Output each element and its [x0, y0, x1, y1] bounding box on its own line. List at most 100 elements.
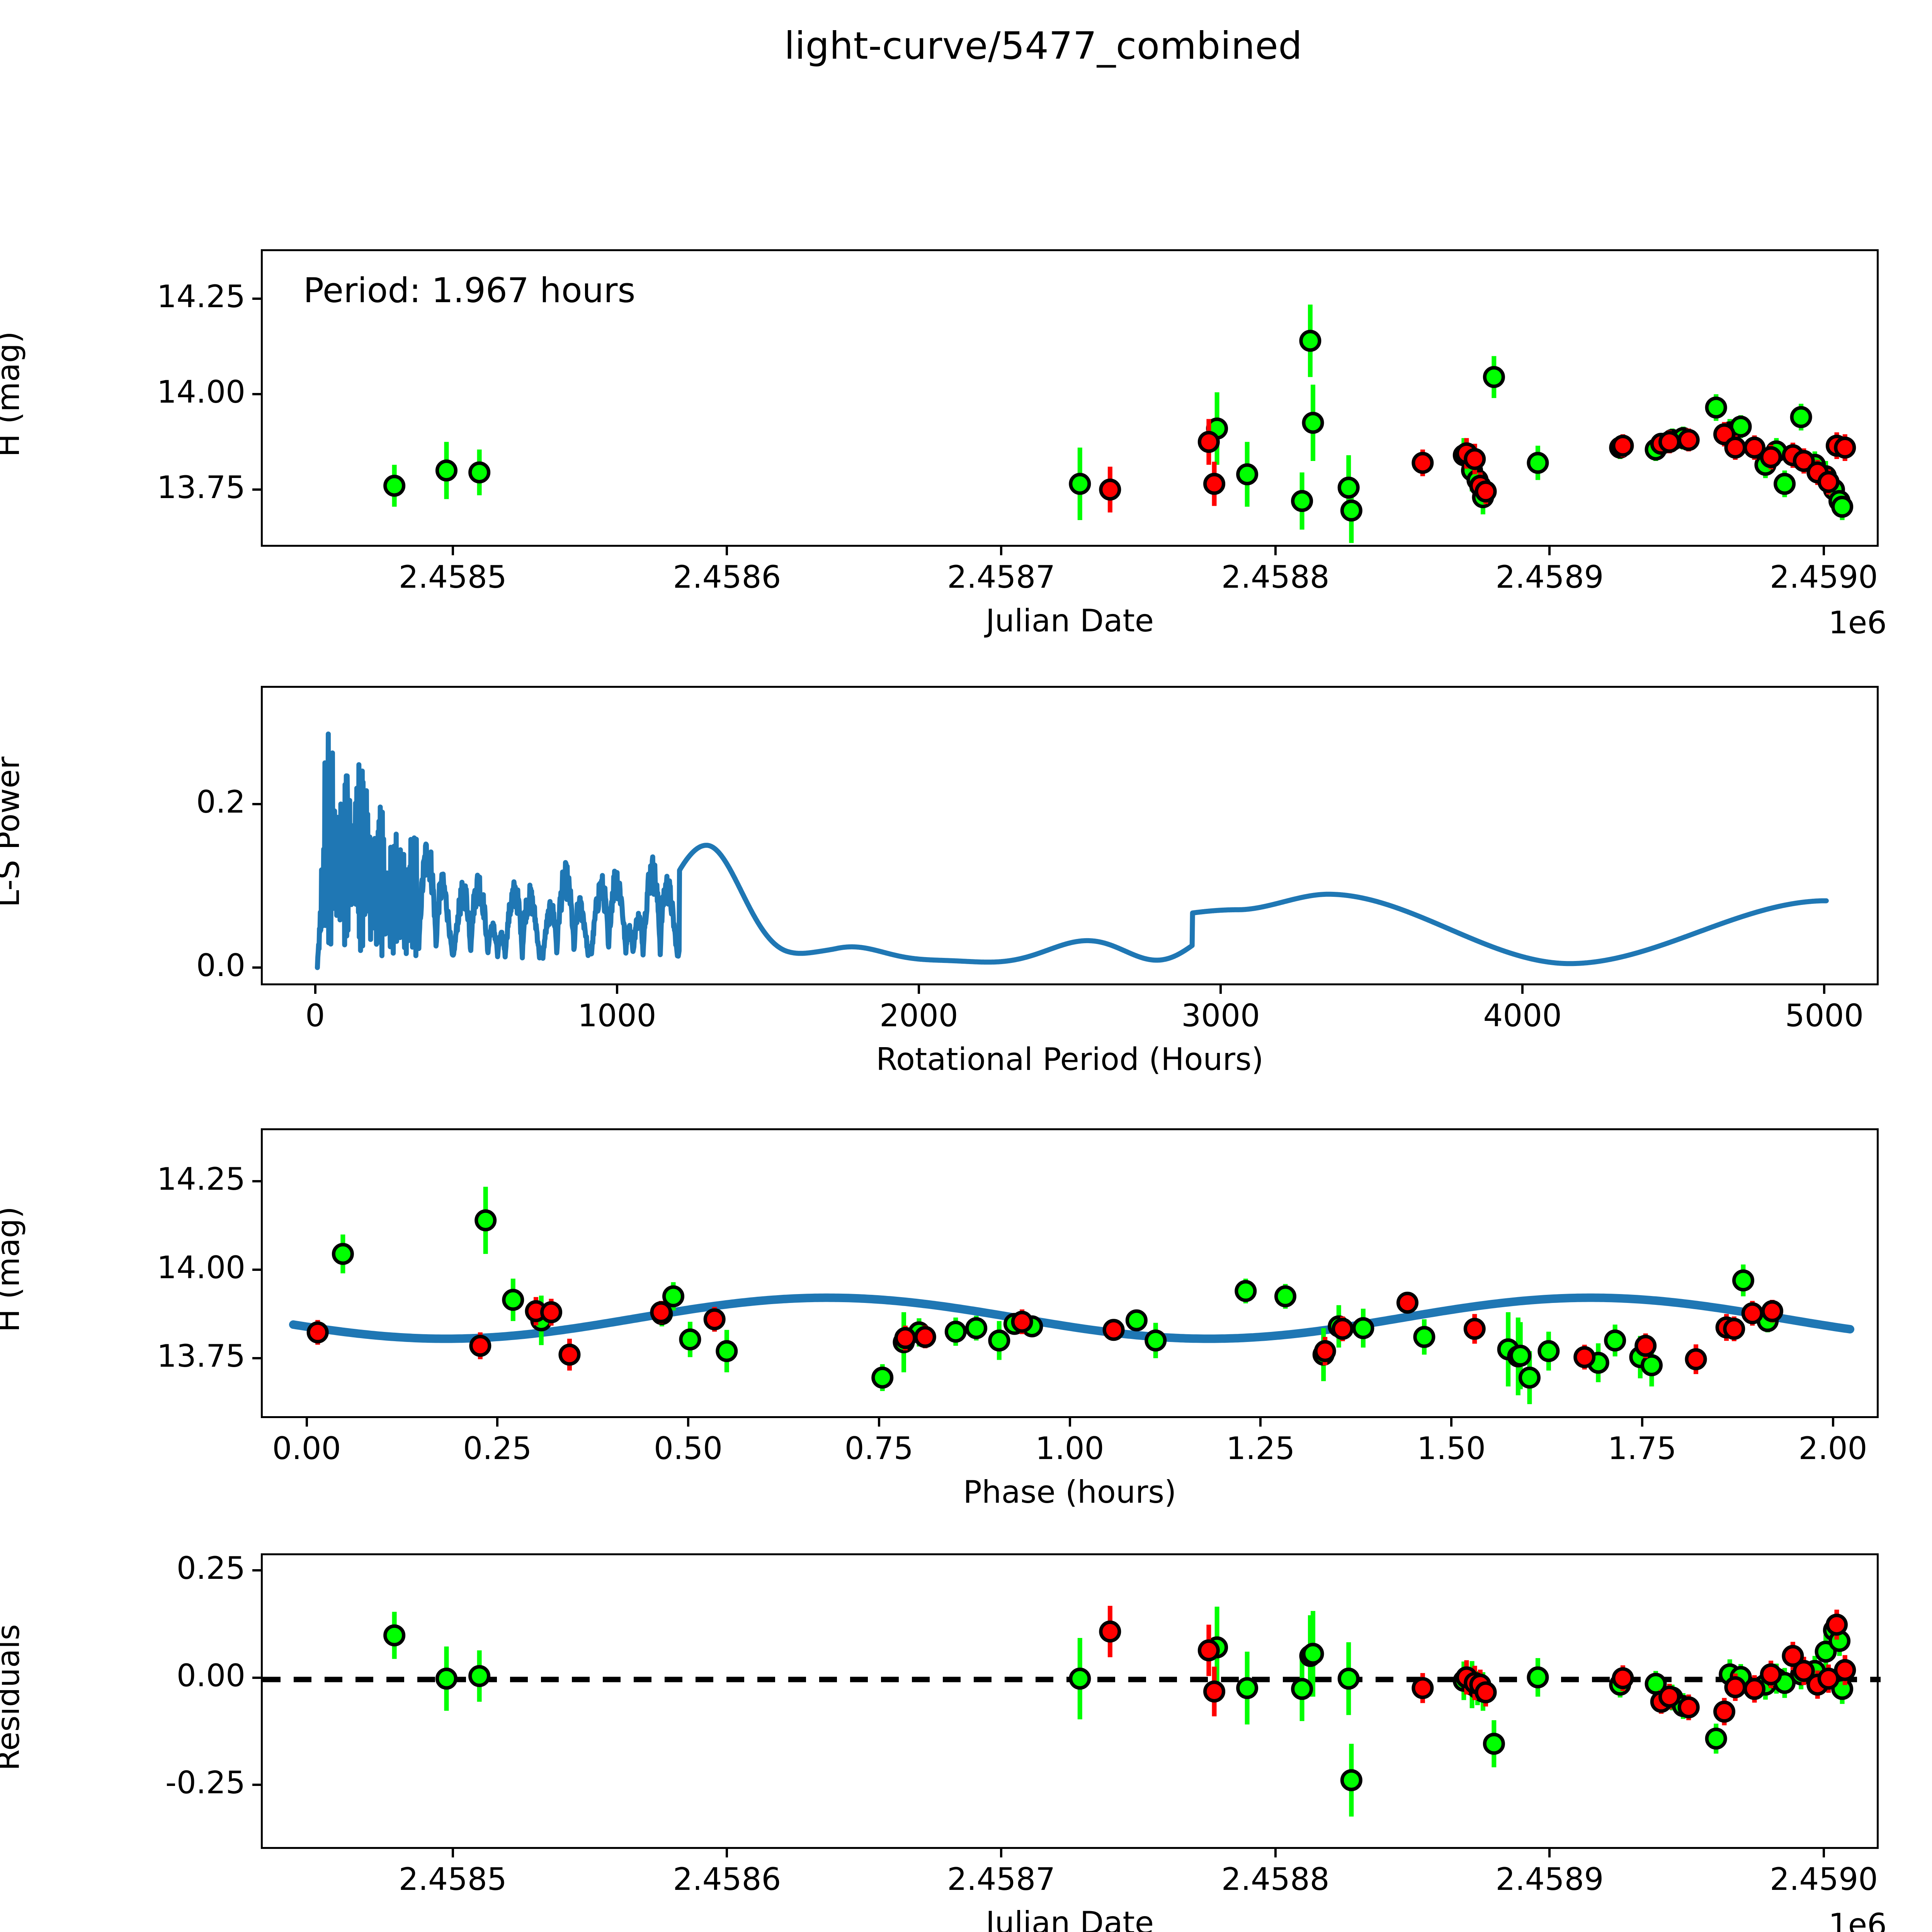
x-tick-label: 0.00 — [272, 1430, 341, 1466]
x-tick-label: 2.4587 — [947, 1861, 1056, 1897]
x-tick-label: 2.4590 — [1770, 559, 1878, 595]
x-axis-offset-text: 1e6 — [1828, 1907, 1887, 1932]
data-point — [716, 1340, 738, 1362]
y-tick — [252, 1268, 261, 1271]
data-point — [1834, 1659, 1856, 1681]
data-point — [1069, 1667, 1091, 1690]
x-tick — [1521, 985, 1524, 994]
data-point — [435, 459, 457, 482]
data-point — [1203, 1680, 1226, 1703]
plot-area-phase-folded-light-curve — [261, 1128, 1879, 1418]
plot-area-residuals — [261, 1553, 1881, 1849]
data-point — [1760, 446, 1782, 468]
page-title: light-curve/5477_combined — [784, 24, 1303, 68]
x-tick — [1548, 547, 1551, 555]
data-point — [1793, 450, 1815, 472]
x-tick-label: 1.75 — [1607, 1430, 1677, 1466]
y-tick — [252, 1676, 261, 1679]
x-tick — [1000, 547, 1003, 555]
data-point — [1793, 1660, 1815, 1682]
data-point — [1099, 1620, 1121, 1643]
x-tick-label: 2.4585 — [398, 1861, 507, 1897]
y-tick-label: 0.00 — [176, 1657, 245, 1694]
plot-svg-residuals — [263, 1605, 1881, 1817]
y-tick — [252, 393, 261, 396]
data-point — [1761, 1300, 1784, 1322]
data-point — [1236, 1677, 1259, 1699]
x-tick — [314, 985, 316, 994]
x-tick — [1219, 985, 1222, 994]
x-tick-label: 0.25 — [463, 1430, 532, 1466]
data-point — [1723, 1318, 1745, 1340]
data-point — [306, 1321, 329, 1344]
x-tick-label: 1.00 — [1035, 1430, 1104, 1466]
plot-svg-light-curve-time-series — [383, 304, 1856, 543]
x-tick — [1274, 1849, 1277, 1857]
y-tick-label: 14.00 — [156, 1249, 245, 1286]
data-point — [540, 1301, 563, 1323]
data-point — [1519, 1366, 1541, 1389]
data-point — [871, 1366, 894, 1389]
data-point — [1685, 1348, 1707, 1371]
data-point — [332, 1243, 354, 1265]
periodogram-curve — [315, 731, 1829, 970]
y-tick-label: 0.2 — [196, 784, 245, 820]
data-point — [1332, 1318, 1354, 1340]
y-tick-label: 14.25 — [156, 279, 245, 315]
data-point — [1337, 476, 1360, 499]
y-tick-label: 13.75 — [156, 469, 245, 505]
data-point — [1145, 1329, 1167, 1352]
x-tick — [1823, 985, 1826, 994]
x-tick-label: 2.00 — [1798, 1430, 1867, 1466]
x-tick-label: 5000 — [1785, 998, 1864, 1034]
x-tick — [1832, 1418, 1834, 1427]
x-tick-label: 2.4588 — [1221, 559, 1330, 595]
x-tick-label: 3000 — [1181, 998, 1260, 1034]
data-point — [1125, 1309, 1148, 1332]
x-tick — [616, 985, 618, 994]
data-point — [1236, 463, 1259, 485]
data-point — [1825, 1614, 1848, 1636]
y-tick — [252, 1569, 261, 1572]
data-point — [1612, 434, 1634, 457]
x-tick — [726, 1849, 728, 1857]
period-annotation: Period: 1.967 hours — [303, 270, 636, 310]
x-tick-label: 1.50 — [1417, 1430, 1486, 1466]
data-point — [1658, 1685, 1681, 1708]
data-point — [1743, 1678, 1766, 1700]
data-point — [383, 1624, 406, 1646]
data-point — [558, 1344, 581, 1366]
y-tick — [252, 298, 261, 300]
x-tick-label: 2.4586 — [673, 1861, 781, 1897]
data-point — [1475, 1681, 1497, 1704]
data-point — [1011, 1311, 1033, 1333]
plot-area-light-curve-time-series — [261, 249, 1879, 547]
data-point — [1337, 1667, 1360, 1690]
x-tick-label: 0.50 — [653, 1430, 723, 1466]
x-tick-label: 0 — [305, 998, 325, 1034]
data-point — [469, 1335, 492, 1357]
data-point — [1340, 499, 1362, 522]
y-tick-label: 14.25 — [156, 1161, 245, 1197]
x-tick-label: 2.4589 — [1495, 559, 1604, 595]
x-axis-offset-text: 1e6 — [1828, 605, 1887, 641]
x-tick-label: 2.4586 — [673, 559, 781, 595]
data-point — [1641, 1354, 1663, 1376]
plot-svg-phase-folded-light-curve — [289, 1187, 1854, 1404]
data-point — [1291, 1678, 1313, 1700]
x-tick-label: 2.4590 — [1770, 1861, 1878, 1897]
x-axis-label: Phase (hours) — [963, 1474, 1177, 1510]
data-point — [1509, 1345, 1532, 1367]
x-tick — [1259, 1418, 1262, 1427]
x-tick — [687, 1418, 689, 1427]
x-tick-label: 0.75 — [844, 1430, 913, 1466]
data-point — [1604, 1329, 1626, 1352]
data-point — [1705, 1728, 1727, 1750]
x-tick — [305, 1418, 308, 1427]
data-point — [1069, 473, 1091, 495]
series-red-band — [1099, 1605, 1856, 1726]
data-point — [679, 1328, 701, 1350]
data-point — [474, 1209, 497, 1231]
